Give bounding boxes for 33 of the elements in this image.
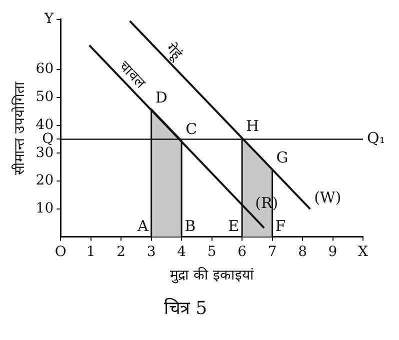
y-tick-label: Y [43, 11, 54, 28]
y-axis-title: सीमान्त उपयोगिता [11, 81, 28, 175]
y-tick-label: 20 [36, 172, 54, 189]
annotation: (W) [314, 188, 342, 206]
x-tick-label: O [54, 244, 66, 260]
annotation: A [136, 217, 148, 236]
y-tick-label: 30 [36, 144, 54, 161]
x-tick-label: 7 [268, 244, 277, 260]
x-tick-label: 6 [238, 244, 247, 260]
y-tick-label: 50 [36, 89, 54, 106]
annotation: H [246, 117, 260, 136]
annotation: E [228, 217, 240, 236]
x-tick-label: 9 [328, 244, 338, 260]
annotation: F [275, 217, 286, 236]
x-tick-label: 2 [116, 244, 126, 260]
ref-line-label: Q₁ [367, 129, 386, 148]
x-tick-label: 4 [177, 244, 186, 260]
x-tick-label: 5 [207, 244, 216, 260]
x-axis-title: मुद्रा की इकाइयां [170, 266, 254, 284]
annotation: B [184, 217, 196, 236]
y-tick-label: Q [42, 130, 54, 147]
annotation: C [186, 120, 198, 138]
y-tick-label: 10 [36, 200, 54, 217]
x-tick-label: 1 [86, 244, 96, 260]
y-tick-label: 40 [36, 116, 54, 133]
annotation: G [276, 148, 288, 167]
text: गेहूं [162, 40, 186, 64]
x-tick-label: 8 [298, 244, 307, 260]
x-tick-label: 3 [146, 244, 156, 260]
annotation: D [155, 88, 168, 107]
x-tick-label: X [358, 244, 368, 260]
text: चित्र 5 [164, 296, 208, 319]
y-tick-label: 60 [36, 61, 54, 78]
